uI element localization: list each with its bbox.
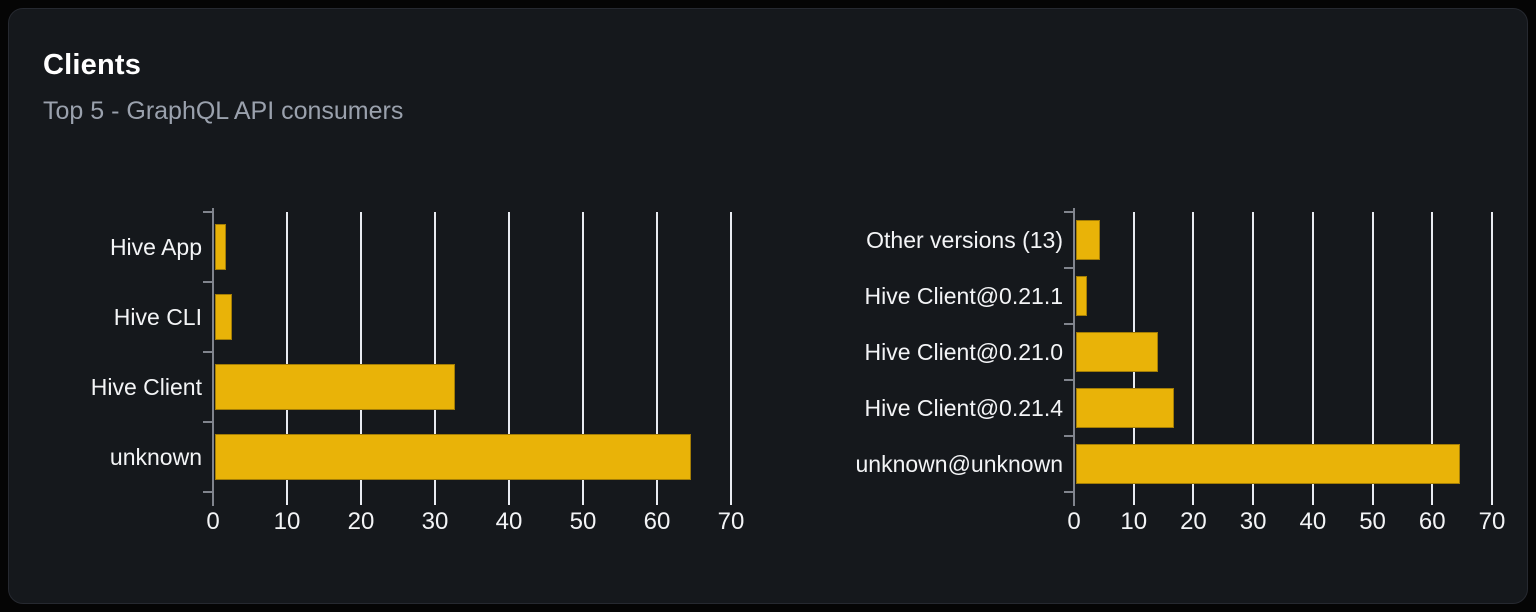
bar[interactable]: [1076, 276, 1087, 316]
x-axis-tick: [1491, 492, 1493, 505]
bar[interactable]: [1076, 220, 1100, 260]
gridline: [1431, 212, 1434, 492]
category-label: unknown@unknown: [855, 450, 1063, 477]
y-axis-tick: [1064, 323, 1074, 325]
bar[interactable]: [1076, 444, 1460, 484]
gridline: [1252, 212, 1255, 492]
category-label: Hive Client@0.21.0: [864, 338, 1064, 365]
x-axis-tick: [1371, 492, 1374, 505]
y-axis-tick: [1064, 211, 1074, 213]
gridline: [582, 212, 584, 492]
x-tick-label: 60: [1418, 508, 1446, 535]
category-label: Hive App: [109, 233, 202, 260]
x-axis-tick: [1132, 492, 1135, 505]
bar[interactable]: [215, 294, 233, 340]
gridline: [286, 212, 288, 492]
card-subtitle: Top 5 - GraphQL API consumers: [43, 97, 404, 125]
bar[interactable]: [215, 224, 227, 270]
bar[interactable]: [1076, 332, 1158, 372]
gridline: [1491, 212, 1493, 492]
gridline: [360, 212, 362, 492]
x-tick-label: 0: [1067, 508, 1081, 535]
clients-card: Clients Top 5 - GraphQL API consumers 0 1…: [8, 8, 1528, 604]
category-label: Other versions (13): [866, 226, 1063, 253]
bar[interactable]: [215, 364, 455, 410]
x-tick-label: 30: [421, 508, 449, 535]
gridline: [434, 212, 436, 492]
y-axis-line: [1073, 208, 1075, 506]
x-tick-label: 20: [1180, 508, 1207, 535]
x-axis-tick: [508, 492, 510, 505]
bar[interactable]: [215, 434, 691, 480]
y-axis-tick: [203, 281, 213, 283]
x-tick-label: 10: [273, 508, 301, 535]
y-axis-tick: [203, 421, 213, 423]
y-axis-tick: [203, 351, 213, 353]
gridline: [1192, 212, 1195, 492]
y-axis-line: [212, 208, 214, 506]
x-axis-tick: [1431, 492, 1434, 505]
y-axis-tick: [1064, 435, 1074, 437]
x-axis-tick: [1311, 492, 1314, 505]
category-label: Hive Client@0.21.4: [864, 394, 1064, 421]
y-axis-tick: [203, 211, 213, 213]
x-tick-label: 50: [1359, 508, 1386, 535]
x-tick-label: 40: [1299, 508, 1327, 535]
y-axis-tick: [1064, 491, 1074, 493]
x-axis-tick: [286, 492, 288, 505]
x-tick-label: 20: [347, 508, 375, 535]
bar[interactable]: [1076, 388, 1174, 428]
gridline: [656, 212, 658, 492]
x-tick-label: 70: [717, 508, 745, 535]
y-axis-tick: [1064, 267, 1074, 269]
gridline: [508, 212, 510, 492]
x-tick-label: 0: [206, 508, 220, 535]
card-title: Clients: [43, 49, 142, 81]
x-axis-tick: [1192, 492, 1195, 505]
x-axis-tick: [656, 492, 658, 505]
category-label: Hive Client@0.21.1: [864, 282, 1064, 309]
x-axis-tick: [360, 492, 362, 505]
gridline: [730, 212, 732, 492]
x-tick-label: 40: [495, 508, 523, 535]
x-axis-tick: [434, 492, 436, 505]
y-axis-tick: [203, 491, 213, 493]
x-tick-label: 50: [569, 508, 597, 535]
gridline: [1311, 212, 1314, 492]
x-axis-tick: [582, 492, 584, 505]
x-axis-tick: [730, 492, 732, 505]
x-axis-tick: [1252, 492, 1255, 505]
x-tick-label: 30: [1239, 508, 1267, 535]
category-label: Hive Client: [90, 373, 202, 400]
x-tick-label: 60: [643, 508, 671, 535]
clients-versions-bar-chart: 0 10 20 30 40 50 60 70 Other versions (13) Hive C…: [856, 208, 1505, 535]
x-tick-label: 70: [1478, 508, 1506, 535]
gridline: [1371, 212, 1374, 492]
category-label: unknown: [109, 443, 202, 470]
clients-top5-bar-chart: 0 10 20 30 40 50 60 70 Hive App Hive CLI Hive Clie…: [91, 208, 744, 535]
x-tick-label: 10: [1120, 508, 1148, 535]
category-label: Hive CLI: [113, 303, 202, 330]
y-axis-tick: [1064, 379, 1074, 381]
